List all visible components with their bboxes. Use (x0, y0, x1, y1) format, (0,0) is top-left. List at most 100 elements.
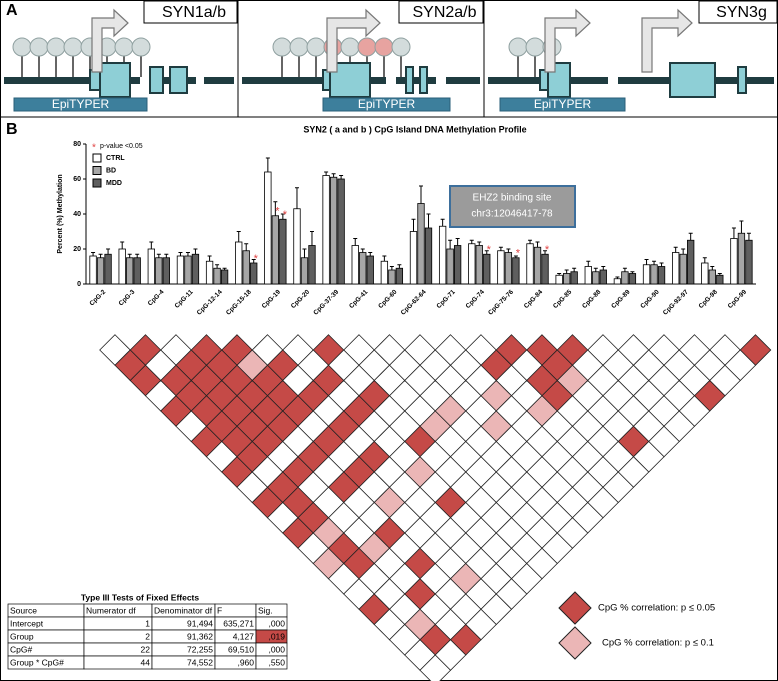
bar (745, 239, 753, 285)
bar (300, 257, 309, 285)
x-tick-label: CpG-15-18 (225, 288, 253, 316)
bar (395, 267, 404, 285)
bar (89, 255, 97, 285)
table-text: Group (10, 631, 34, 641)
bar (271, 215, 279, 285)
epityper-bar (322, 97, 451, 112)
epityper-bar (13, 97, 148, 112)
bar (504, 252, 513, 285)
y-tick-label: 40 (73, 211, 81, 218)
bar (570, 271, 578, 285)
bar (642, 264, 651, 285)
bar (541, 253, 549, 285)
table-text: 74,552 (187, 657, 213, 667)
bar (242, 250, 250, 285)
table-text: ,000 (268, 644, 285, 654)
x-tick-label: CpG-90 (639, 288, 661, 310)
cpg-site (272, 37, 292, 57)
bar (468, 243, 476, 285)
y-axis-label: Percent (%) Methylation (57, 174, 64, 253)
table-text: ,960 (237, 657, 254, 667)
dna-gap (196, 75, 204, 86)
legend-swatch (92, 166, 102, 175)
gene-label-box (143, 0, 238, 24)
cpg-site (29, 37, 49, 57)
x-tick-label: CpG-84 (523, 288, 545, 310)
bar (599, 269, 607, 285)
correlation-legend-label: CpG % correlation: p ≤ 0.1 (602, 638, 714, 649)
bar (191, 253, 200, 285)
x-tick-label: CpG-41 (348, 288, 370, 310)
table-text: 1 (145, 618, 150, 628)
x-tick-label: CpG-2 (88, 288, 107, 307)
x-tick-label: CpG-88 (581, 288, 603, 310)
y-tick-label: 60 (73, 176, 81, 183)
table-text: 72,255 (187, 644, 213, 654)
significance-legend-marker: * (92, 143, 96, 154)
legend-label: CTRL (106, 155, 125, 162)
x-tick-label: CpG-89 (610, 288, 632, 310)
bar (359, 252, 367, 285)
bar (293, 208, 301, 285)
bar (555, 274, 563, 285)
significance-legend-label: p-value <0.05 (100, 143, 143, 150)
cpg-site (508, 37, 528, 57)
bar (104, 253, 112, 285)
panel-label: A (6, 2, 18, 19)
exon (405, 66, 414, 94)
gene-label: SYN2a/b (412, 4, 476, 21)
panel-label: B (6, 121, 18, 138)
bar (613, 278, 622, 285)
cpg-site (391, 37, 411, 57)
x-tick-label: CpG-11 (174, 288, 195, 309)
bar (687, 239, 695, 285)
epityper-label: EpiTYPER (534, 97, 592, 111)
x-tick-label: CpG-71 (435, 288, 457, 310)
bar (672, 252, 680, 285)
cpg-site (12, 37, 32, 57)
table-text: CpG# (10, 644, 32, 654)
x-tick-label: CpG-62-64 (400, 288, 428, 316)
table-text: 4,127 (233, 631, 255, 641)
bar (446, 248, 454, 285)
cpg-site (357, 37, 377, 57)
exon (669, 62, 716, 98)
tss-arrow (641, 8, 693, 73)
bar (475, 245, 483, 285)
table-text: Numerator df (86, 605, 136, 615)
cpg-site (289, 37, 309, 57)
table-text: F (217, 605, 222, 615)
bar (176, 255, 185, 285)
x-tick-label: CpG-4 (147, 288, 166, 307)
bar (96, 257, 105, 285)
bar (133, 257, 141, 285)
annotation-box (449, 185, 576, 228)
bar (250, 262, 258, 285)
epityper-label: EpiTYPER (358, 97, 416, 111)
table-text: 22 (141, 644, 151, 654)
dna-gap (386, 75, 396, 86)
x-tick-label: CpG-3 (118, 288, 137, 307)
exon (737, 66, 747, 94)
annotation-text: chr3:12046417-78 (471, 209, 553, 220)
significance-marker: * (545, 244, 550, 256)
x-tick-label: CpG-19 (261, 288, 283, 310)
significance-marker: * (487, 244, 492, 256)
bar (584, 266, 592, 285)
exon (149, 66, 164, 94)
legend-swatch (92, 178, 102, 188)
bar (533, 246, 542, 285)
cpg-site (63, 37, 83, 57)
table-cell (83, 616, 153, 631)
exon (539, 69, 549, 91)
cpg-site (374, 37, 394, 57)
bar (417, 203, 425, 285)
correlation-legend-swatch (558, 626, 592, 660)
bar (409, 231, 418, 285)
table-text: ,019 (268, 631, 285, 641)
bar (424, 227, 433, 285)
bar (708, 269, 716, 285)
correlation-legend-swatch (558, 591, 592, 625)
x-tick-label: CpG-98 (698, 288, 720, 310)
bar (628, 273, 637, 285)
